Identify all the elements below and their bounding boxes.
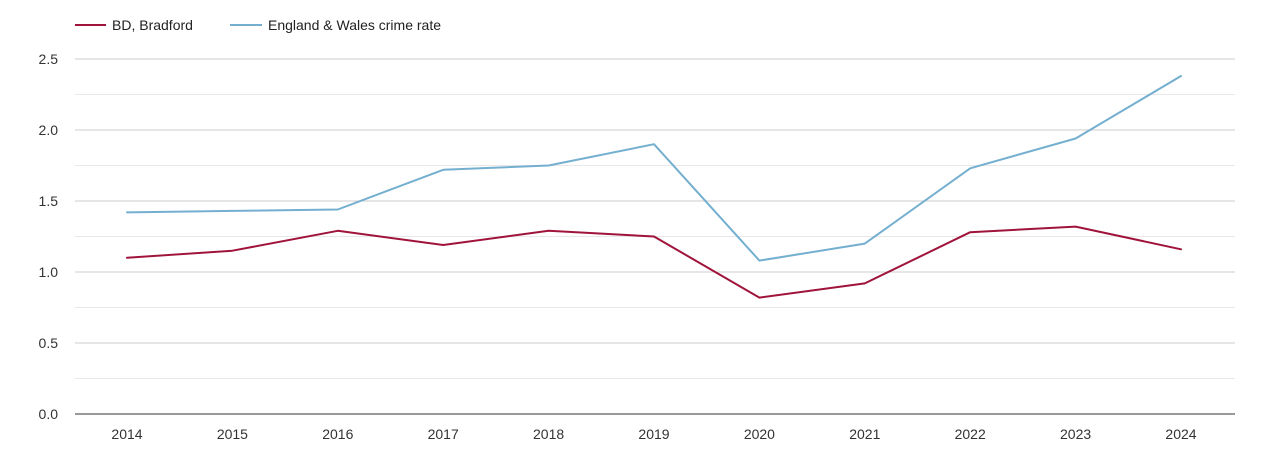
y-tick-label: 2.0 (39, 122, 59, 138)
x-axis-ticks: 2014 2015 2016 2017 2018 2019 2020 2021 2022 2023… (111, 426, 1196, 442)
legend-label-bradford: BD, Bradford (112, 17, 193, 33)
x-tick-label: 2016 (322, 426, 353, 442)
y-tick-label: 1.0 (39, 264, 59, 280)
x-tick-label: 2017 (428, 426, 459, 442)
series-line-england-wales-crime-rate (126, 75, 1182, 262)
series-lines (126, 75, 1182, 299)
y-tick-label: 1.5 (39, 193, 59, 209)
y-axis-ticks: 0.0 0.5 1.0 1.5 2.0 2.5 (39, 51, 59, 422)
x-tick-label: 2020 (744, 426, 775, 442)
legend: BD, Bradford England & Wales crime rate (75, 17, 441, 33)
x-tick-label: 2014 (111, 426, 142, 442)
x-tick-label: 2022 (955, 426, 986, 442)
legend-item-bradford[interactable]: BD, Bradford (75, 17, 193, 33)
x-tick-label: 2018 (533, 426, 564, 442)
x-tick-label: 2015 (217, 426, 248, 442)
legend-label-england-wales: England & Wales crime rate (268, 17, 441, 33)
y-tick-label: 0.5 (39, 335, 59, 351)
grid-lines (75, 58, 1235, 379)
series-line-bd-bradford (126, 225, 1182, 299)
y-tick-label: 0.0 (39, 406, 59, 422)
y-tick-label: 2.5 (39, 51, 59, 67)
x-tick-label: 2024 (1165, 426, 1196, 442)
x-tick-label: 2021 (849, 426, 880, 442)
x-tick-label: 2019 (638, 426, 669, 442)
x-tick-label: 2023 (1060, 426, 1091, 442)
legend-item-england-wales[interactable]: England & Wales crime rate (230, 17, 441, 33)
